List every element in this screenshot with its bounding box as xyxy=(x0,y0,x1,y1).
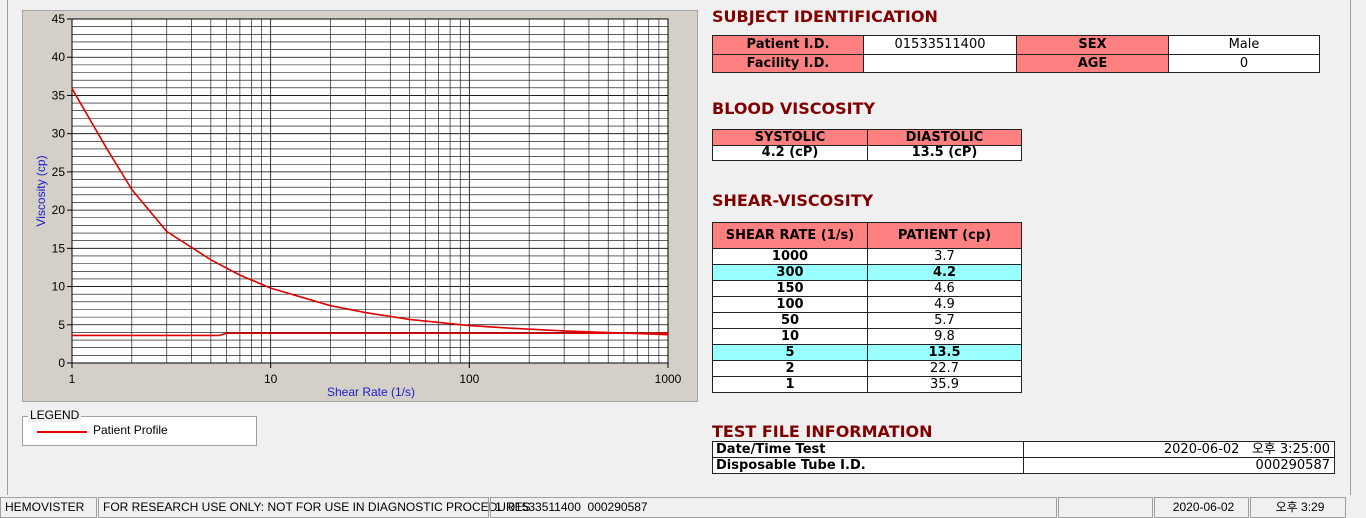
label-cell: Disposable Tube I.D. xyxy=(712,457,1024,474)
label-cell: Patient I.D. xyxy=(712,35,864,55)
status-cell: HEMOVISTER xyxy=(0,497,97,518)
y-tick-label: 45 xyxy=(52,12,66,26)
rate-cell: 50 xyxy=(712,312,868,329)
rate-cell: 10 xyxy=(712,328,868,345)
legend-title: LEGEND xyxy=(28,408,82,422)
rate-cell: 100 xyxy=(712,296,868,313)
x-tick-label: 10 xyxy=(264,372,278,386)
patient-cell: 35.9 xyxy=(867,376,1022,393)
rate-cell: 1 xyxy=(712,376,868,393)
chart: Viscosity (cp) Shear Rate (1/s) 0 5 10 15 20… xyxy=(22,10,698,402)
value-cell xyxy=(863,54,1017,73)
status-cell: 오후 3:29 xyxy=(1250,497,1346,518)
value-cell: 000290587 xyxy=(1023,457,1335,474)
value-cell: 13.5 (cP) xyxy=(867,145,1022,161)
x-tick-label: 1000 xyxy=(655,372,682,386)
patient-cell: 3.7 xyxy=(867,248,1022,265)
data-line xyxy=(72,332,668,337)
frame-edge xyxy=(7,0,8,495)
y-tick-label: 10 xyxy=(52,280,66,294)
y-tick-label: 0 xyxy=(58,356,65,370)
y-tick-label: 35 xyxy=(52,88,66,102)
header-cell: DIASTOLIC xyxy=(867,129,1022,146)
status-cell: 2020-06-02 xyxy=(1154,497,1249,518)
rate-cell: 2 xyxy=(712,360,868,377)
x-tick-label: 1 xyxy=(69,372,76,386)
y-tick-label: 30 xyxy=(52,127,66,141)
section-title: SHEAR-VISCOSITY xyxy=(712,191,874,210)
value-cell: 0 xyxy=(1168,54,1320,73)
rate-cell: 1000 xyxy=(712,248,868,265)
y-tick-label: 20 xyxy=(52,203,66,217)
status-cell: FOR RESEARCH USE ONLY: NOT FOR USE IN DI… xyxy=(98,497,531,518)
label-cell: AGE xyxy=(1016,54,1169,73)
y-axis-title: Viscosity (cp) xyxy=(34,155,48,226)
frame-edge xyxy=(1350,0,1351,495)
label-cell: Facility I.D. xyxy=(712,54,864,73)
plot-area xyxy=(72,19,668,363)
y-tick-label: 25 xyxy=(52,165,66,179)
value-cell: 01533511400 xyxy=(863,35,1017,55)
legend-label: Patient Profile xyxy=(93,423,168,437)
value-cell: 4.2 (cP) xyxy=(712,145,868,161)
status-cell: 1 01533511400 000290587 xyxy=(490,497,1057,518)
patient-cell: 4.6 xyxy=(867,280,1022,297)
y-tick-label: 15 xyxy=(52,241,66,255)
y-tick-label: 40 xyxy=(52,50,66,64)
rate-cell: 5 xyxy=(712,344,868,361)
plot-border xyxy=(71,18,669,364)
section-title: BLOOD VISCOSITY xyxy=(712,99,876,118)
value-cell: Male xyxy=(1168,35,1320,55)
section-title: TEST FILE INFORMATION xyxy=(712,422,933,441)
patient-cell: 13.5 xyxy=(867,344,1022,361)
data-line xyxy=(71,88,669,336)
section-title: SUBJECT IDENTIFICATION xyxy=(712,7,938,26)
label-cell: SEX xyxy=(1016,35,1169,55)
rate-cell: 300 xyxy=(712,264,868,281)
label-cell: Date/Time Test xyxy=(712,441,1024,458)
value-cell: 2020-06-02 오후 3:25:00 xyxy=(1023,441,1335,458)
x-tick-label: 100 xyxy=(459,372,479,386)
x-axis-title: Shear Rate (1/s) xyxy=(327,385,415,399)
header-cell: SYSTOLIC xyxy=(712,129,868,146)
y-tick-label: 5 xyxy=(58,318,65,332)
header-cell: PATIENT (cp) xyxy=(867,222,1022,249)
patient-cell: 4.2 xyxy=(867,264,1022,281)
patient-cell: 5.7 xyxy=(867,312,1022,329)
patient-cell: 22.7 xyxy=(867,360,1022,377)
status-cell xyxy=(1058,497,1153,518)
rate-cell: 150 xyxy=(712,280,868,297)
header-cell: SHEAR RATE (1/s) xyxy=(712,222,868,249)
patient-cell: 9.8 xyxy=(867,328,1022,345)
legend-swatch xyxy=(37,431,87,433)
patient-cell: 4.9 xyxy=(867,296,1022,313)
